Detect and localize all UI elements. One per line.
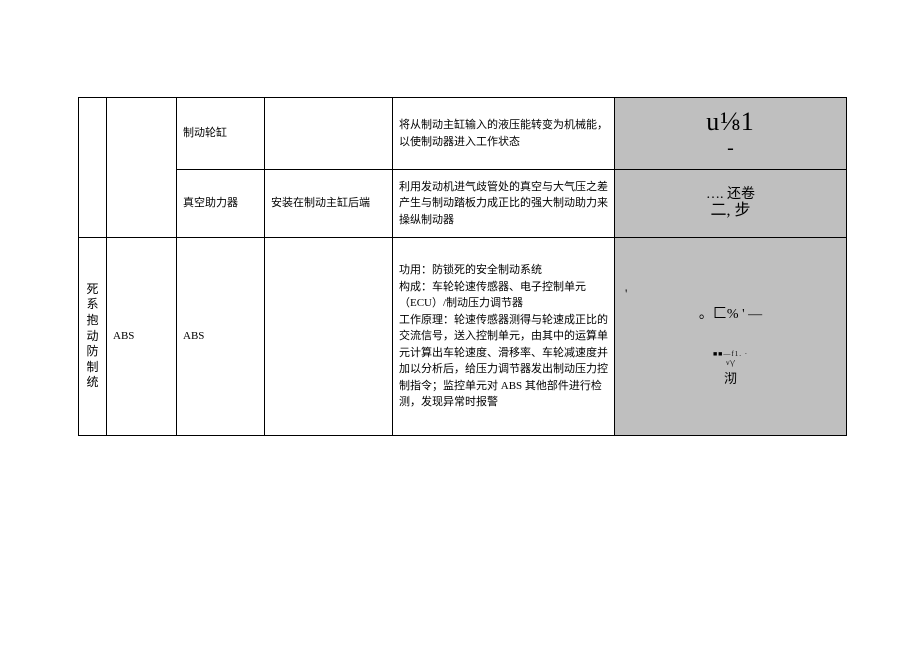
cell-location: 安装在制动主缸后端: [265, 170, 393, 238]
glyph-text: 二, 步: [710, 202, 750, 219]
cell-component-name: 制动轮缸: [177, 98, 265, 170]
glyph-text: …. 还卷: [706, 187, 755, 202]
cell-col1-blank: [79, 98, 107, 238]
vertical-text: 死系抱动防制统: [87, 282, 99, 391]
cell-component-name: 真空助力器: [177, 170, 265, 238]
cell-location: [265, 238, 393, 436]
main-table: 制动轮缸 将从制动主缸输入的液压能转变为机械能，以使制动器进入工作状态 u⅛1 …: [78, 97, 847, 436]
cell-description: 功用：防锁死的安全制动系统 构成：车轮轮速传感器、电子控制单元（ECU）/制动压…: [393, 238, 615, 436]
cell-location: [265, 98, 393, 170]
document-table: 制动轮缸 将从制动主缸输入的液压能转变为机械能，以使制动器进入工作状态 u⅛1 …: [78, 97, 846, 436]
glyph-text: ': [615, 287, 846, 301]
cell-col2-blank: [107, 98, 177, 238]
image-placeholder-cell: ' 。匚% ' — ■■—f1. · v'γ' 沏: [615, 238, 847, 436]
table-row: 制动轮缸 将从制动主缸输入的液压能转变为机械能，以使制动器进入工作状态 u⅛1 …: [79, 98, 847, 170]
table-row: 真空助力器 安装在制动主缸后端 利用发动机进气歧管处的真空与大气压之差产生与制动…: [79, 170, 847, 238]
cell-component-name: ABS: [177, 238, 265, 436]
glyph-text: 沏: [615, 372, 846, 386]
image-placeholder-cell: u⅛1 -: [615, 98, 847, 170]
cell-abbr: ABS: [107, 238, 177, 436]
table-row: 死系抱动防制统 ABS ABS 功用：防锁死的安全制动系统 构成：车轮轮速传感器…: [79, 238, 847, 436]
glyph-text: 。匚% ' —: [615, 307, 846, 322]
cell-description: 将从制动主缸输入的液压能转变为机械能，以使制动器进入工作状态: [393, 98, 615, 170]
glyph-text: v'γ': [615, 360, 846, 368]
glyph-text: u⅛1: [706, 107, 755, 136]
cell-system-name-vertical: 死系抱动防制统: [79, 238, 107, 436]
cell-description: 利用发动机进气歧管处的真空与大气压之差产生与制动踏板力成正比的强大制动助力来操纵…: [393, 170, 615, 238]
glyph-text: -: [727, 137, 734, 159]
image-placeholder-cell: …. 还卷 二, 步: [615, 170, 847, 238]
glyph-text: ■■—f1. ·: [615, 351, 846, 359]
